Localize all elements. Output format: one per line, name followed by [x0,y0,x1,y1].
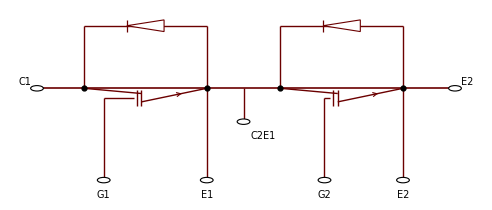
Circle shape [237,119,250,124]
Circle shape [31,86,43,91]
Polygon shape [323,20,360,32]
Circle shape [97,177,110,183]
Text: G2: G2 [318,190,332,200]
Text: E2: E2 [461,77,473,87]
Text: E2: E2 [397,190,409,200]
Circle shape [318,177,331,183]
Text: C2E1: C2E1 [250,131,276,141]
Text: E1: E1 [201,190,213,200]
Text: G1: G1 [97,190,111,200]
Circle shape [397,177,409,183]
Circle shape [200,177,213,183]
Polygon shape [127,20,164,32]
Text: C1: C1 [19,77,31,87]
Circle shape [449,86,461,91]
